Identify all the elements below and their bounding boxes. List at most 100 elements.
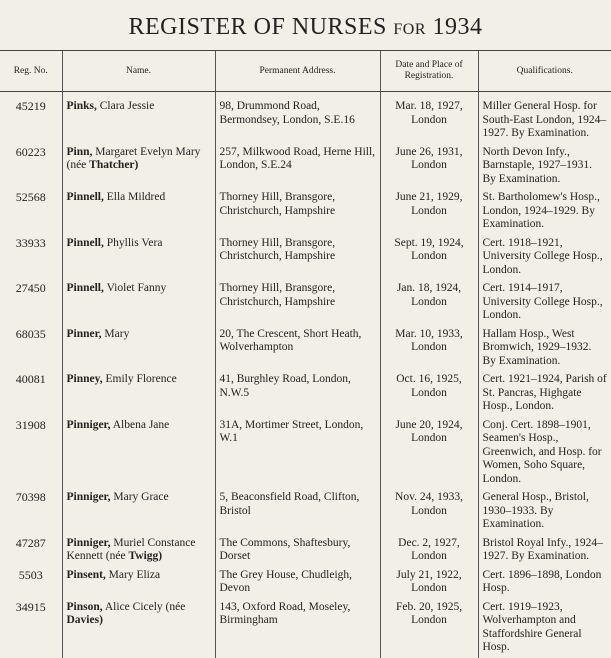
maiden-name: Thatcher) (89, 159, 139, 171)
given-names: Mary Eliza (108, 568, 161, 581)
address: 143, Oxford Road, Moseley, Birmingham (214, 598, 380, 658)
registration-date: Dec. 2, 1927, (398, 536, 460, 549)
registration: Mar. 18, 1927, London (379, 91, 478, 144)
qualifications: General Hosp., Bristol, 1930–1933. By Ex… (477, 489, 611, 535)
address: Thorney Hill, Bransgore, Christchurch, H… (214, 234, 380, 280)
qualifications: St. Bartholomew's Hosp., London, 1924–19… (477, 189, 611, 235)
registration-date: Mar. 18, 1927, (395, 100, 463, 112)
title-small: FOR (393, 21, 426, 38)
address: Thorney Hill, Bransgore, Christchurch, H… (214, 280, 380, 326)
register-row: 47287 Pinniger, Muriel Constance Kennett … (0, 534, 611, 567)
address: 20, The Crescent, Short Heath, Wolverham… (214, 325, 380, 371)
address: The Commons, Shaftesbury, Dorset (214, 534, 380, 567)
register-row: 5503 Pinsent, Mary Eliza The Grey House, C… (0, 566, 611, 599)
address: 41, Burghley Road, London, N.W.5 (214, 371, 380, 417)
name: Pinks, Clara Jessie (61, 91, 215, 144)
reg-no: 5503 (18, 567, 43, 582)
register-row: 31908 Pinniger, Albena Jane 31A, Mortimer … (0, 416, 611, 489)
register-row: 40081 Pinney, Emily Florence 41, Burghley … (0, 371, 611, 417)
registration-date: Feb. 20, 1925, (395, 600, 463, 613)
given-names: Violet Fanny (106, 282, 167, 294)
registration: Feb. 20, 1925, London (379, 598, 478, 658)
registration-date: June 21, 1929, (395, 191, 463, 203)
column-header: Permanent Address. (214, 50, 380, 92)
registration-place: London (411, 250, 447, 262)
qualifications: North Devon Infy., Barnstaple, 1927–1931… (477, 143, 611, 189)
name: Pinsent, Mary Eliza (61, 566, 215, 599)
surname: Pinnell, (66, 282, 104, 294)
qualifications: Bristol Royal Infy., 1924–1927. By Exami… (477, 534, 611, 567)
qualifications: Cert. 1914–1917, University College Hosp… (477, 280, 611, 326)
maiden-name: Twigg) (128, 550, 163, 562)
reg-no: 27450 (15, 281, 46, 295)
page-title: REGISTER OF NURSES FOR 1934 (0, 0, 611, 50)
registration-date: Nov. 24, 1933, (395, 491, 463, 503)
register-row: 68035 Pinner, Mary 20, The Crescent, Short… (0, 325, 611, 371)
register-row: 34915 Pinson, Alice Cicely (née Davies) 14… (0, 598, 611, 658)
title-year: 1934 (432, 14, 483, 40)
reg-no: 31908 (15, 417, 46, 432)
surname: Pinks, (66, 100, 97, 112)
reg-no: 40081 (15, 372, 46, 386)
registration-date: July 21, 1922, (396, 568, 462, 581)
maiden-name: Davies) (66, 614, 103, 626)
surname: Pinsent, (66, 568, 106, 581)
registration-place: London (411, 614, 447, 626)
name: Pinnell, Ella Mildred (61, 189, 215, 235)
register-row: 52568 Pinnell, Ella Mildred Thorney Hill, … (0, 189, 611, 235)
register-row: 45219 Pinks, Clara Jessie 98, Drummond Roa… (0, 91, 611, 144)
qualifications: Cert. 1921–1924, Parish of St. Pancras, … (477, 371, 611, 417)
name: Pinner, Mary (61, 325, 215, 371)
registration-date: Jan. 18, 1924, (396, 282, 462, 294)
column-header: Reg. No. (0, 50, 62, 92)
registration: Oct. 16, 1925, London (379, 371, 478, 417)
register-row: 33933 Pinnell, Phyllis Vera Thorney Hill, … (0, 234, 611, 280)
registration: July 21, 1922, London (379, 566, 478, 599)
register-row: 60223 Pinn, Margaret Evelyn Mary (née Tha… (0, 143, 611, 189)
given-names: Alice Cicely (née (104, 600, 186, 613)
given-names: Clara Jessie (99, 100, 155, 112)
name: Pinn, Margaret Evelyn Mary (née Thatcher… (61, 143, 215, 189)
header-row: Reg. No. Name. Permanent Address. Date and … (0, 50, 611, 92)
registration-place: London (411, 550, 447, 562)
register-row: 27450 Pinnell, Violet Fanny Thorney Hill, … (0, 280, 611, 326)
given-names: Mary (104, 327, 130, 340)
reg-no: 70398 (15, 490, 46, 504)
registration-place: London (411, 386, 447, 399)
registration: June 20, 1924, London (379, 416, 478, 489)
surname: Pinniger, (66, 418, 111, 431)
qualifications: Cert. 1896–1898, London Hosp. (477, 566, 611, 599)
registration: Sept. 19, 1924, London (379, 234, 478, 280)
reg-no: 33933 (15, 235, 46, 250)
address: 5, Beaconsfield Road, Clifton, Bristol (214, 489, 380, 535)
given-names: Emily Florence (105, 373, 177, 385)
registration-date: June 20, 1924, (395, 418, 463, 431)
name: Pinniger, Mary Grace (61, 489, 215, 535)
registration: Dec. 2, 1927, London (379, 534, 478, 567)
given-names: Phyllis Vera (106, 236, 163, 249)
column-header: Name. (61, 50, 215, 92)
registration-date: June 26, 1931, (395, 145, 463, 158)
register-row: 70398 Pinniger, Mary Grace 5, Beaconsfield… (0, 489, 611, 535)
registration: Jan. 18, 1924, London (379, 280, 478, 326)
surname: Pinney, (66, 373, 103, 385)
registration-place: London (411, 582, 447, 594)
given-names: Ella Mildred (106, 191, 166, 203)
given-names: Margaret Evelyn Mary (née (66, 145, 201, 172)
column-header: Date and Place of Registration. (379, 50, 478, 92)
name: Pinniger, Muriel Constance Kennett (née … (61, 534, 215, 567)
reg-no: 34915 (15, 599, 46, 614)
qualifications: Miller General Hosp. for South-East Lond… (477, 91, 611, 144)
reg-no: 45219 (15, 99, 46, 113)
reg-no: 60223 (15, 144, 46, 159)
qualifications: Cert. 1919–1923, Wolverhampton and Staff… (477, 598, 611, 658)
qualifications: Cert. 1918–1921, University College Hosp… (477, 234, 611, 280)
registration-date: Mar. 10, 1933, (395, 327, 463, 340)
surname: Pinniger, (66, 536, 111, 549)
surname: Pinnell, (66, 191, 104, 203)
registration: Nov. 24, 1933, London (379, 489, 478, 535)
registration-place: London (411, 341, 447, 353)
address: 31A, Mortimer Street, London, W.1 (214, 416, 380, 489)
registration: June 26, 1931, London (379, 143, 478, 189)
